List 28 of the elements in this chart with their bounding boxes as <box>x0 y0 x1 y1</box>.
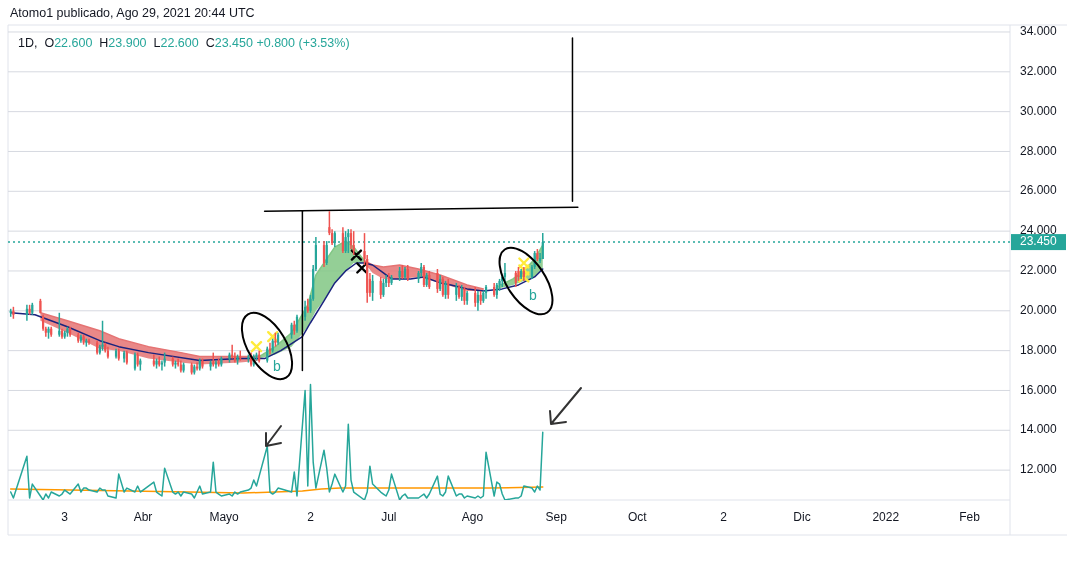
y-tick-label: 12.000 <box>1020 462 1058 477</box>
x-tick-label: 2 <box>720 510 728 524</box>
x-tick-label: Abr <box>133 510 153 524</box>
x-tick-label: 3 <box>61 510 69 524</box>
x-tick-label: 2022 <box>872 510 900 524</box>
ref-line-label: 23.450 <box>1020 234 1058 249</box>
y-tick-label: 14.000 <box>1020 422 1058 437</box>
y-tick-label: 32.000 <box>1020 63 1058 78</box>
annotation: b <box>529 286 538 303</box>
x-tick-label: Oct <box>627 510 648 524</box>
x-tick-label: Dic <box>793 510 811 524</box>
y-tick-label: 22.000 <box>1020 263 1058 278</box>
y-tick-label: 16.000 <box>1020 382 1058 397</box>
y-tick-label: 20.000 <box>1020 302 1058 317</box>
x-tick-label: Jul <box>381 510 397 524</box>
y-tick-label: 18.000 <box>1020 342 1058 357</box>
x-tick-label: 2 <box>307 510 315 524</box>
annotation: b <box>273 357 282 374</box>
text: 1D, O22.600 H23.900 L22.600 C23.450 +0.800 (+3.53%) <box>18 36 350 50</box>
x-tick-label: Sep <box>545 510 568 524</box>
y-tick-label: 28.000 <box>1020 143 1058 158</box>
x-tick-label: Mayo <box>209 510 240 524</box>
x-tick-label: Feb <box>959 510 981 524</box>
y-tick-label: 26.000 <box>1020 183 1058 198</box>
x-tick-label: Ago <box>461 510 484 524</box>
chart-title: Atomo1 publicado, Ago 29, 2021 20:44 UTC <box>10 6 255 20</box>
y-tick-label: 34.000 <box>1020 24 1058 39</box>
y-tick-label: 30.000 <box>1020 103 1058 118</box>
